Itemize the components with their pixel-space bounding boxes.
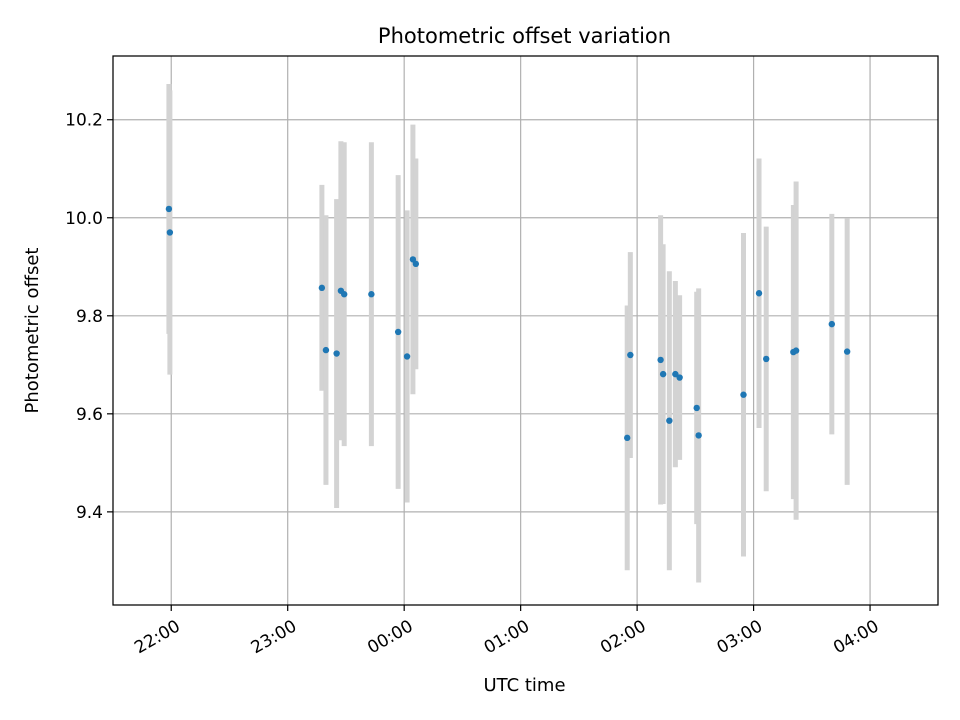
- data-points: [165, 205, 851, 442]
- data-point: [676, 374, 683, 381]
- y-tick-label: 10.2: [65, 111, 103, 131]
- y-tick-label: 10.0: [65, 209, 103, 229]
- data-point: [624, 434, 631, 442]
- data-point: [657, 356, 664, 364]
- y-axis-label: Photometric offset: [22, 248, 43, 414]
- data-point: [318, 284, 326, 292]
- data-point: [693, 404, 700, 412]
- plot-area-frame: [112, 55, 939, 606]
- data-point: [843, 348, 851, 355]
- data-point: [659, 370, 667, 378]
- data-point: [165, 205, 173, 213]
- data-point: [333, 350, 340, 357]
- data-point: [368, 291, 375, 298]
- data-point: [740, 391, 747, 398]
- data-point: [412, 260, 420, 268]
- x-axis-label: UTC time: [483, 675, 565, 696]
- data-point: [403, 353, 411, 360]
- data-point: [695, 432, 702, 439]
- y-tick-label: 9.8: [76, 307, 103, 327]
- data-point: [340, 291, 348, 298]
- data-point: [763, 355, 770, 363]
- chart-title: Photometric offset variation: [378, 24, 671, 48]
- data-point: [755, 290, 763, 297]
- data-point: [666, 417, 673, 424]
- data-point: [627, 351, 634, 359]
- data-point: [322, 346, 330, 354]
- y-tick-label: 9.6: [76, 405, 103, 425]
- data-point: [166, 229, 174, 236]
- y-tick-label: 9.4: [76, 503, 103, 523]
- data-point: [792, 347, 800, 354]
- data-point: [394, 328, 402, 336]
- data-point: [672, 370, 679, 378]
- data-point: [828, 320, 836, 328]
